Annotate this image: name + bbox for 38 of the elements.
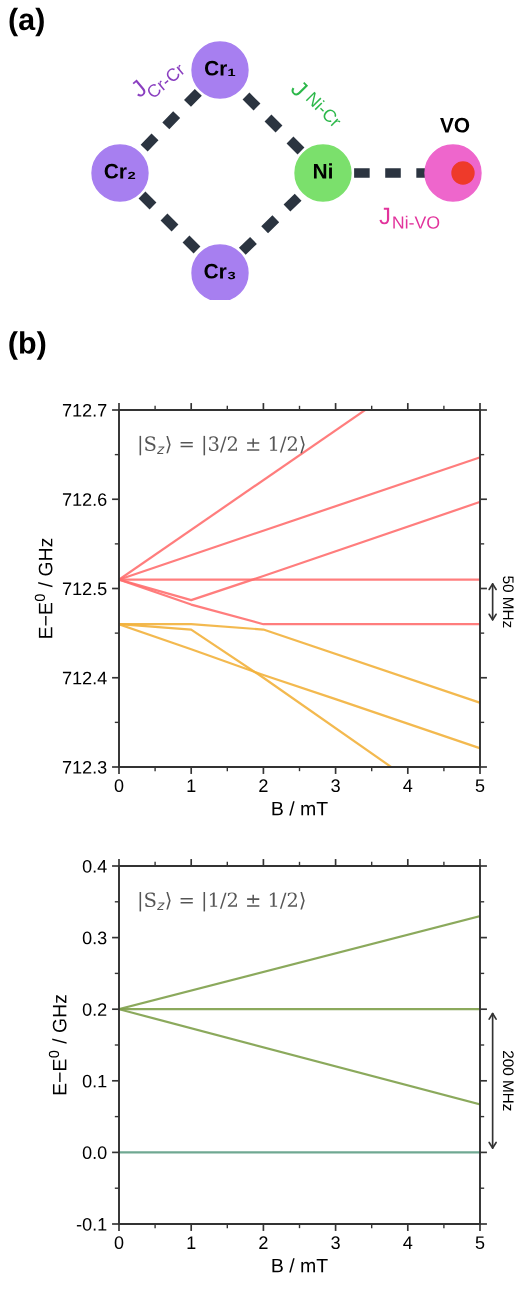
y-axis-title: E−E$^{0}$ / GHz [34,538,53,638]
x-tick-label: 5 [475,1236,485,1250]
y-tick-label: 0.4 [82,859,107,873]
x-axis-title: B / mT [272,801,328,816]
x-tick-label: 4 [403,779,413,792]
y-tick-label: 712.6 [62,493,107,506]
x-tick-label: 3 [331,1236,340,1250]
text: VO [440,117,470,133]
x-tick-label: 2 [259,779,268,792]
y-axis-title: E−E$^{0}$ / GHz [48,995,67,1095]
x-axis-title: B / mT [272,1258,328,1273]
x-tick-label: 1 [187,779,196,792]
chart-title: (b) [9,331,46,360]
y-tick-label: 0.2 [82,1003,107,1016]
x-tick-label: 3 [331,779,340,793]
y-tick-label: 712.7 [62,403,107,417]
y-tick-label: -0.1 [76,1217,107,1231]
y-tick-label: 712.4 [62,671,107,685]
x-tick-label: 1 [187,1236,196,1249]
text: 200 MHz [502,1051,514,1111]
text: Cr₂ [104,163,136,180]
x-tick-label: 0 [114,1236,124,1250]
text: 50 MHz [502,576,514,628]
y-tick-label: 712.3 [62,760,107,774]
x-tick-label: 5 [475,779,485,793]
text: Cr₁ [204,60,236,77]
text: Ni [313,163,332,179]
y-tick-label: 0.0 [82,1146,107,1160]
text: Cr₃ [204,263,236,280]
y-tick-label: 0.1 [82,1074,107,1088]
x-tick-label: 4 [403,1236,413,1249]
y-tick-label: 712.5 [62,582,107,596]
y-tick-label: 0.3 [82,931,107,945]
annotation: |S$_{z}$⟩ = |1/2 ± 1/2⟩ [139,891,305,912]
annotation: |S$_{z}$⟩ = |3/2 ± 1/2⟩ [139,435,305,456]
text: (a) [9,7,44,37]
x-tick-label: 0 [114,779,124,793]
x-tick-label: 2 [259,1236,268,1249]
